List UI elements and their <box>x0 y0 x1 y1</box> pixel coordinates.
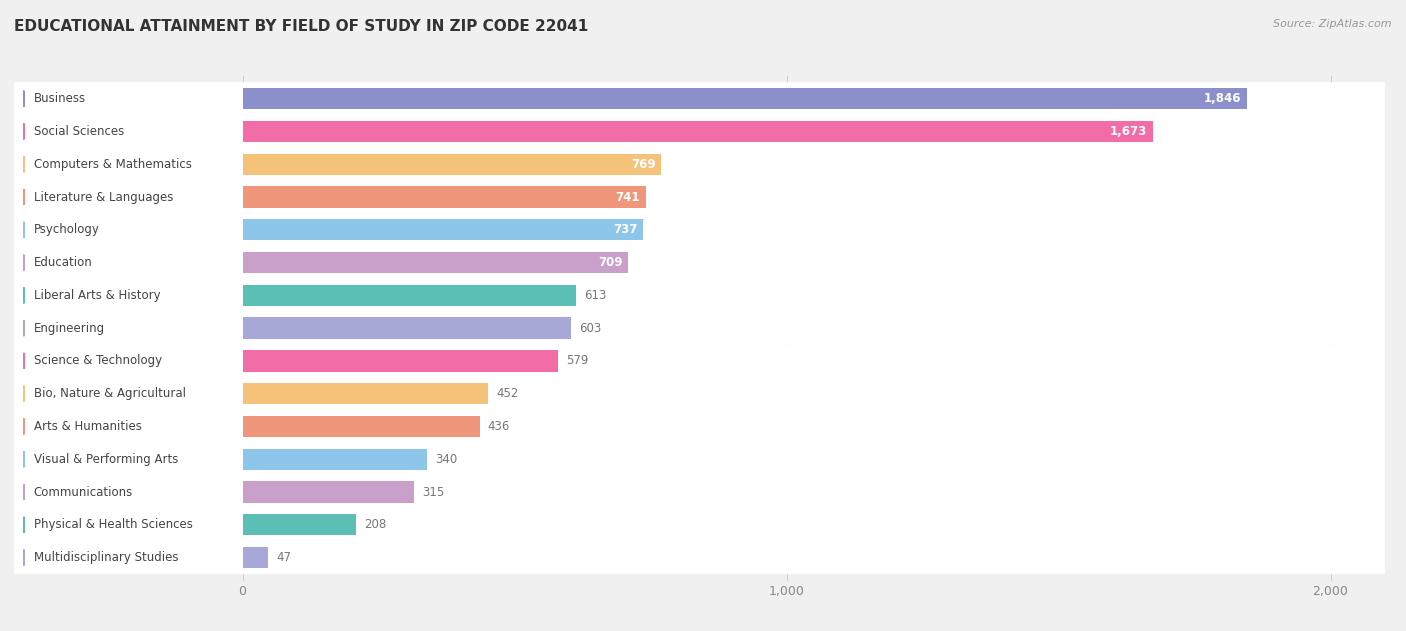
Text: Bio, Nature & Agricultural: Bio, Nature & Agricultural <box>34 387 186 400</box>
Text: Engineering: Engineering <box>34 322 105 334</box>
Text: Business: Business <box>34 92 86 105</box>
FancyBboxPatch shape <box>15 382 236 404</box>
Text: 737: 737 <box>613 223 638 236</box>
FancyBboxPatch shape <box>15 88 236 110</box>
FancyBboxPatch shape <box>14 279 1385 312</box>
Bar <box>243 416 479 437</box>
Bar <box>243 547 269 569</box>
FancyBboxPatch shape <box>14 410 1385 443</box>
Text: 603: 603 <box>579 322 600 334</box>
FancyBboxPatch shape <box>14 213 1385 246</box>
Text: Arts & Humanities: Arts & Humanities <box>34 420 142 433</box>
Text: 579: 579 <box>565 355 588 367</box>
FancyBboxPatch shape <box>15 481 236 503</box>
Bar <box>243 317 571 339</box>
Text: Social Sciences: Social Sciences <box>34 125 124 138</box>
FancyBboxPatch shape <box>14 312 1385 345</box>
FancyBboxPatch shape <box>14 148 1385 180</box>
FancyBboxPatch shape <box>15 252 236 274</box>
FancyBboxPatch shape <box>15 350 236 372</box>
FancyBboxPatch shape <box>14 115 1385 148</box>
Bar <box>243 350 558 372</box>
FancyBboxPatch shape <box>15 546 236 569</box>
FancyBboxPatch shape <box>14 476 1385 509</box>
Bar <box>243 449 427 470</box>
Text: 47: 47 <box>276 551 291 564</box>
Bar <box>243 252 628 273</box>
FancyBboxPatch shape <box>15 415 236 437</box>
FancyBboxPatch shape <box>15 317 236 339</box>
Text: Literature & Languages: Literature & Languages <box>34 191 173 204</box>
FancyBboxPatch shape <box>15 219 236 241</box>
Text: 315: 315 <box>422 485 444 498</box>
Text: Visual & Performing Arts: Visual & Performing Arts <box>34 452 179 466</box>
FancyBboxPatch shape <box>15 285 236 306</box>
Text: Communications: Communications <box>34 485 134 498</box>
Bar <box>243 514 356 536</box>
Text: Source: ZipAtlas.com: Source: ZipAtlas.com <box>1274 19 1392 29</box>
FancyBboxPatch shape <box>14 541 1385 574</box>
FancyBboxPatch shape <box>14 82 1385 115</box>
Bar <box>243 219 644 240</box>
FancyBboxPatch shape <box>14 377 1385 410</box>
FancyBboxPatch shape <box>15 153 236 175</box>
Text: 436: 436 <box>488 420 510 433</box>
FancyBboxPatch shape <box>15 448 236 470</box>
Text: 208: 208 <box>364 518 387 531</box>
Bar <box>243 285 576 306</box>
Text: Psychology: Psychology <box>34 223 100 236</box>
Bar <box>243 481 413 503</box>
Text: Computers & Mathematics: Computers & Mathematics <box>34 158 191 171</box>
FancyBboxPatch shape <box>15 121 236 143</box>
Text: EDUCATIONAL ATTAINMENT BY FIELD OF STUDY IN ZIP CODE 22041: EDUCATIONAL ATTAINMENT BY FIELD OF STUDY… <box>14 19 588 34</box>
Text: 452: 452 <box>496 387 519 400</box>
Bar <box>243 186 645 208</box>
FancyBboxPatch shape <box>14 180 1385 213</box>
Text: Multidisciplinary Studies: Multidisciplinary Studies <box>34 551 179 564</box>
Text: 769: 769 <box>631 158 655 171</box>
Text: 613: 613 <box>583 289 606 302</box>
Bar <box>243 153 661 175</box>
Text: 340: 340 <box>436 452 458 466</box>
FancyBboxPatch shape <box>14 345 1385 377</box>
Text: 1,673: 1,673 <box>1109 125 1147 138</box>
FancyBboxPatch shape <box>15 514 236 536</box>
Text: Education: Education <box>34 256 93 269</box>
FancyBboxPatch shape <box>14 246 1385 279</box>
Bar <box>243 121 1153 142</box>
Bar <box>243 383 488 404</box>
Text: Physical & Health Sciences: Physical & Health Sciences <box>34 518 193 531</box>
FancyBboxPatch shape <box>14 508 1385 541</box>
Text: Liberal Arts & History: Liberal Arts & History <box>34 289 160 302</box>
Text: 741: 741 <box>616 191 640 204</box>
Bar <box>243 88 1247 109</box>
FancyBboxPatch shape <box>14 443 1385 476</box>
Text: Science & Technology: Science & Technology <box>34 355 162 367</box>
Text: 709: 709 <box>599 256 623 269</box>
Text: 1,846: 1,846 <box>1204 92 1241 105</box>
FancyBboxPatch shape <box>15 186 236 208</box>
